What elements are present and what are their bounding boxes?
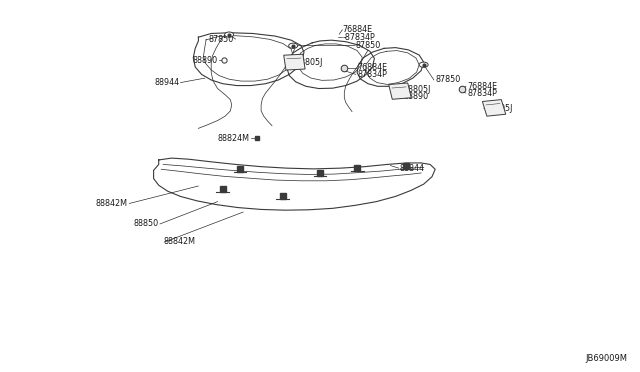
Text: 87834P: 87834P <box>467 89 497 97</box>
Bar <box>483 100 506 116</box>
Text: 88842M: 88842M <box>163 237 195 246</box>
Text: 88842M: 88842M <box>96 199 128 208</box>
Text: 88805J: 88805J <box>296 58 323 67</box>
Text: 87834P: 87834P <box>357 70 387 79</box>
Text: 87850: 87850 <box>355 41 380 50</box>
Text: 88890: 88890 <box>193 56 218 65</box>
Bar <box>284 54 305 70</box>
Text: 88944: 88944 <box>154 78 179 87</box>
Text: 87850: 87850 <box>209 35 234 44</box>
Text: 76884E: 76884E <box>467 82 497 91</box>
Text: 87850: 87850 <box>435 76 460 84</box>
Circle shape <box>225 32 234 37</box>
Text: -87834P: -87834P <box>342 33 375 42</box>
Bar <box>388 83 412 99</box>
Text: 88824M: 88824M <box>218 134 250 143</box>
Circle shape <box>419 62 428 67</box>
Circle shape <box>289 43 298 48</box>
Text: 88844: 88844 <box>400 164 425 173</box>
Text: 76884E: 76884E <box>357 63 387 72</box>
Text: 88850: 88850 <box>134 219 159 228</box>
Text: JB69009M: JB69009M <box>585 354 627 363</box>
Text: 88890: 88890 <box>403 92 428 101</box>
Text: 76884E: 76884E <box>342 25 372 34</box>
Text: 88805J: 88805J <box>485 104 513 113</box>
Text: 88805J: 88805J <box>403 85 431 94</box>
